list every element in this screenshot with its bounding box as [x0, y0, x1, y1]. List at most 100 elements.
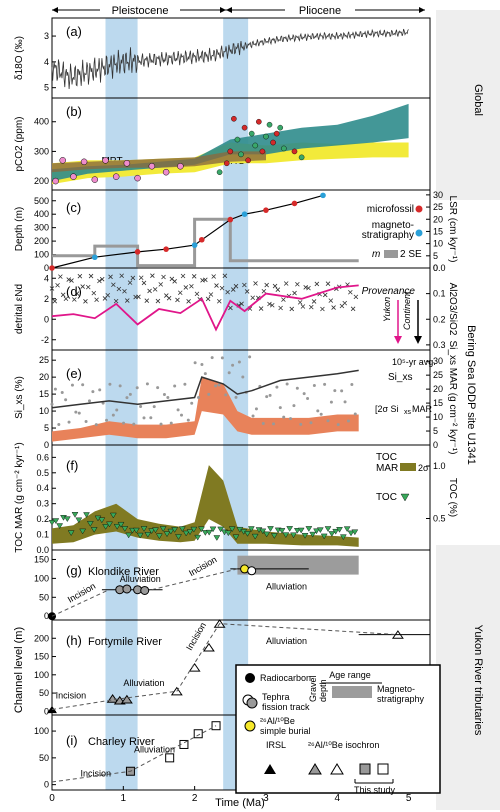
- toc-point: [98, 517, 106, 524]
- si-point: [336, 423, 340, 427]
- yukon-label: Yukon River tributaries: [472, 625, 484, 736]
- toc-point: [232, 534, 240, 541]
- si-mar-band: [52, 377, 359, 442]
- fortymile-incision-1: Incision: [56, 691, 87, 701]
- al-si-cross: [328, 298, 334, 303]
- si-point: [285, 382, 289, 386]
- xtick-label-0: 0: [49, 793, 55, 804]
- legend-irsl: IRSL: [266, 740, 286, 750]
- pco2-yellow-band: [52, 142, 409, 185]
- si-point: [309, 421, 313, 425]
- si-point: [323, 382, 327, 386]
- pco2-brown-band: [52, 151, 266, 173]
- ylabel-d-right: Al2O3/SiO2: [447, 283, 458, 336]
- legend-toc-mar-1: TOC: [376, 452, 397, 463]
- pco2-scatter-point: [234, 136, 241, 143]
- toc-point: [144, 532, 152, 538]
- si-point: [98, 388, 102, 392]
- legend-m: m: [372, 249, 380, 260]
- si-point: [217, 383, 221, 387]
- si-point: [84, 420, 88, 424]
- isochron-sq-open: [377, 763, 389, 775]
- pco2-point: [70, 173, 77, 180]
- toc-point: [328, 531, 336, 537]
- si-point: [251, 414, 255, 418]
- ytick-label-e-20: 20: [39, 372, 49, 382]
- legend-radiocarbon: Radiocarbon: [260, 673, 311, 683]
- yukon-label: Yukon: [382, 297, 392, 322]
- al-si-cross: [83, 299, 88, 304]
- toc-point: [316, 527, 324, 533]
- si-point: [183, 382, 187, 386]
- pco2-scatter-point: [270, 139, 276, 146]
- si-point: [207, 392, 211, 396]
- continent-arrowhead: [414, 336, 422, 344]
- al-si-cross: [175, 297, 180, 303]
- panel-letter-e: (e): [66, 366, 82, 381]
- si-point: [295, 386, 299, 390]
- al-si-cross: [295, 281, 300, 287]
- al-si-cross: [147, 288, 152, 294]
- xtick-label-2: 2: [192, 793, 198, 804]
- toc-point: [182, 530, 190, 537]
- si-point: [353, 412, 357, 416]
- si-point: [224, 393, 228, 397]
- legend-mar-2: MAR: [412, 404, 433, 414]
- si-point: [74, 410, 78, 414]
- klondike-incision-1: Incision: [66, 581, 97, 605]
- si-point: [282, 415, 286, 419]
- si-point: [220, 356, 224, 360]
- si-point: [125, 396, 129, 400]
- si-point: [319, 412, 323, 416]
- ytick-label-c-0: 0: [44, 263, 49, 273]
- toc-point: [75, 517, 83, 524]
- si-point: [57, 423, 61, 427]
- legend-magneto-1: magneto-: [372, 220, 414, 231]
- si-point: [162, 392, 166, 396]
- al-si-cross: [261, 288, 267, 294]
- si-point: [122, 421, 126, 425]
- legend-toc-sigma: 2σ: [418, 463, 429, 473]
- toc-point: [71, 512, 79, 518]
- fortymile-title: Fortymile River: [88, 636, 162, 648]
- si-point: [108, 382, 112, 386]
- si-point: [176, 408, 180, 412]
- al-si-cross: [58, 274, 63, 279]
- toc-point: [286, 526, 294, 532]
- al-si-cross: [141, 280, 147, 286]
- al-si-cross: [194, 291, 200, 297]
- pco2-point: [134, 174, 141, 182]
- si-point: [268, 393, 272, 397]
- panel-letter-b: (b): [66, 104, 82, 119]
- legend-avg: 10⁵-yr avg.: [392, 357, 436, 367]
- ytick-label-f-0.4: 0.4: [36, 483, 49, 493]
- panel-letter-d: (d): [66, 284, 82, 299]
- si-point: [64, 398, 68, 402]
- al-si-cross: [191, 274, 197, 279]
- toc-point: [343, 526, 351, 532]
- fortymile-iso-open: [188, 662, 201, 672]
- al-si-cross: [60, 292, 66, 298]
- al-si-cross: [230, 287, 236, 292]
- radiocarbon-marker: [245, 673, 255, 683]
- si-point: [81, 383, 85, 387]
- al-si-cross: [94, 297, 99, 303]
- age-depth-point: [291, 200, 298, 207]
- pco2-point: [102, 157, 109, 164]
- al-si-cross: [322, 292, 328, 298]
- toc-point: [324, 526, 332, 532]
- al-si-cross: [219, 285, 225, 291]
- toc-point: [167, 528, 175, 535]
- si-point: [227, 371, 231, 375]
- toc-point: [213, 535, 221, 541]
- pco2-scatter-point: [248, 130, 255, 137]
- toc-point: [159, 526, 167, 532]
- age-depth-point: [49, 265, 55, 271]
- xtick-label-1: 1: [121, 793, 127, 804]
- toc-point: [351, 529, 359, 536]
- pco2-scatter-point: [241, 124, 248, 131]
- al-si-cross: [172, 279, 177, 284]
- ytick-r-label-d-0.1: 0.1: [433, 289, 446, 299]
- si-avg-line: [51, 369, 359, 409]
- toc-point: [301, 533, 309, 539]
